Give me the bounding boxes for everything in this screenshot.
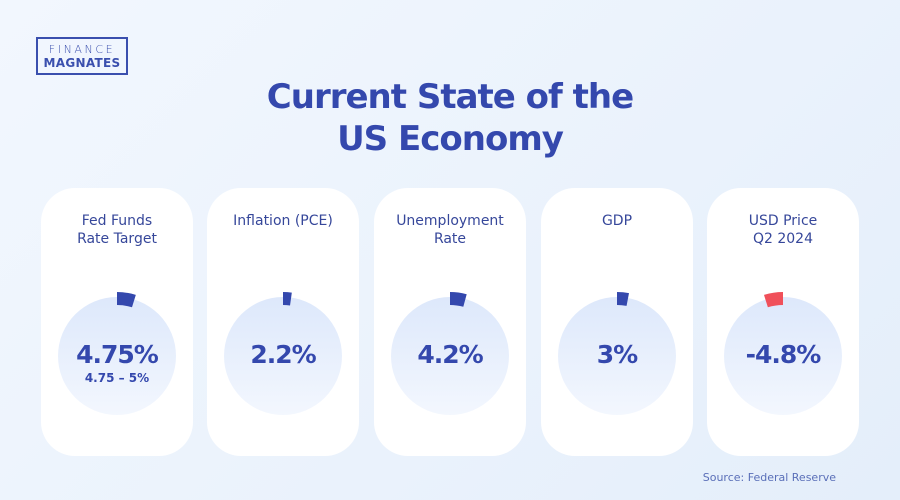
stat-card: Fed Funds Rate Target 4.75% 4.75 – 5%: [41, 188, 193, 456]
ring-background: [391, 297, 509, 415]
page-title: Current State of the US Economy: [0, 76, 900, 160]
title-line2: US Economy: [337, 119, 564, 159]
stat-value: 3%: [596, 340, 638, 369]
stat-card: Inflation (PCE) 2.2%: [207, 188, 359, 456]
finance-magnates-logo: FINANCE MAGNATES: [36, 37, 128, 75]
label-line2: Q2 2024: [752, 231, 813, 247]
progress-ring: [724, 292, 842, 415]
stat-label: Inflation (PCE): [207, 212, 359, 230]
progress-arc: [450, 292, 467, 307]
label-line1: Unemployment: [396, 213, 504, 229]
ring-background: [724, 297, 842, 415]
stat-label: Unemployment Rate: [374, 212, 526, 248]
ring-background: [558, 297, 676, 415]
label-line1: GDP: [601, 213, 633, 229]
stat-label: GDP: [541, 212, 693, 230]
progress-arc: [283, 292, 292, 306]
progress-ring: [58, 292, 176, 415]
progress-arc: [617, 292, 629, 306]
logo-line2: MAGNATES: [43, 56, 121, 70]
label-line2: Rate Target: [77, 231, 157, 247]
ring-background: [224, 297, 342, 415]
stat-card: Unemployment Rate 4.2%: [374, 188, 526, 456]
progress-arc: [117, 292, 136, 308]
stat-card: GDP 3%: [541, 188, 693, 456]
stat-value: 4.75%: [76, 340, 159, 369]
progress-arc: [763, 292, 783, 308]
label-line1: Inflation (PCE): [233, 213, 333, 229]
stat-range: 4.75 – 5%: [84, 371, 150, 385]
stat-value: 2.2%: [250, 340, 316, 369]
progress-ring: [391, 292, 509, 415]
stat-value: 4.2%: [417, 340, 483, 369]
label-line2: Rate: [433, 231, 467, 247]
source-note: Source: Federal Reserve: [702, 471, 836, 484]
progress-ring: [224, 292, 342, 415]
stat-label: Fed Funds Rate Target: [41, 212, 193, 248]
logo-line1: FINANCE: [48, 43, 116, 56]
label-line1: Fed Funds: [81, 213, 153, 229]
stat-value: -4.8%: [745, 340, 822, 369]
title-line1: Current State of the: [266, 77, 634, 117]
ring-background: [58, 297, 176, 415]
progress-ring: [558, 292, 676, 415]
stat-card: USD Price Q2 2024 -4.8%: [707, 188, 859, 456]
label-line1: USD Price: [748, 213, 818, 229]
stat-label: USD Price Q2 2024: [707, 212, 859, 248]
